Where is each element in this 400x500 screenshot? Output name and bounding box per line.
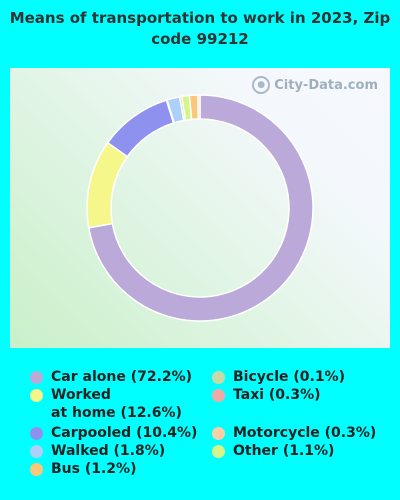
legend-label: Other (1.1%) <box>233 443 335 459</box>
legend-label: Bicycle (0.1%) <box>233 369 345 385</box>
chart-title: Means of transportation to work in 2023,… <box>9 9 391 48</box>
legend-swatch <box>30 371 43 384</box>
legend-item-motorcycle: Motorcycle (0.3%) <box>212 424 376 442</box>
legend-label: Car alone (72.2%) <box>51 369 193 385</box>
magnifier-icon: ● <box>252 76 271 94</box>
legend-swatch <box>30 445 43 458</box>
legend-swatch <box>30 389 43 402</box>
legend-swatch <box>30 427 43 440</box>
legend-item-other: Other (1.1%) <box>212 442 334 460</box>
legend-item-carpooled: Carpooled (10.4%) <box>30 424 197 442</box>
legend-item-worked-at-home: Worked at home (12.6%) <box>30 386 182 422</box>
legend-item-bicycle: Bicycle (0.1%) <box>212 368 345 386</box>
legend-swatch <box>212 389 225 402</box>
legend-label: Taxi (0.3%) <box>233 387 321 403</box>
legend-item-walked: Walked (1.8%) <box>30 442 165 460</box>
legend-label: Carpooled (10.4%) <box>51 425 198 441</box>
legend-label: Worked at home (12.6%) <box>51 387 182 421</box>
legend-item-car-alone: Car alone (72.2%) <box>30 368 192 386</box>
legend-item-bus: Bus (1.2%) <box>30 460 136 478</box>
watermark: ● City-Data.com <box>252 76 378 94</box>
legend-swatch <box>212 427 225 440</box>
legend-label: Motorcycle (0.3%) <box>233 425 377 441</box>
legend-label: Walked (1.8%) <box>51 443 166 459</box>
slice-motorcycle <box>197 94 201 120</box>
slice-car-alone <box>87 94 314 322</box>
legend-swatch <box>30 463 43 476</box>
legend-item-taxi: Taxi (0.3%) <box>212 386 321 404</box>
watermark-text: City-Data.com <box>274 77 378 93</box>
legend-swatch <box>212 371 225 384</box>
legend-label: Bus (1.2%) <box>51 461 137 477</box>
legend-swatch <box>212 445 225 458</box>
